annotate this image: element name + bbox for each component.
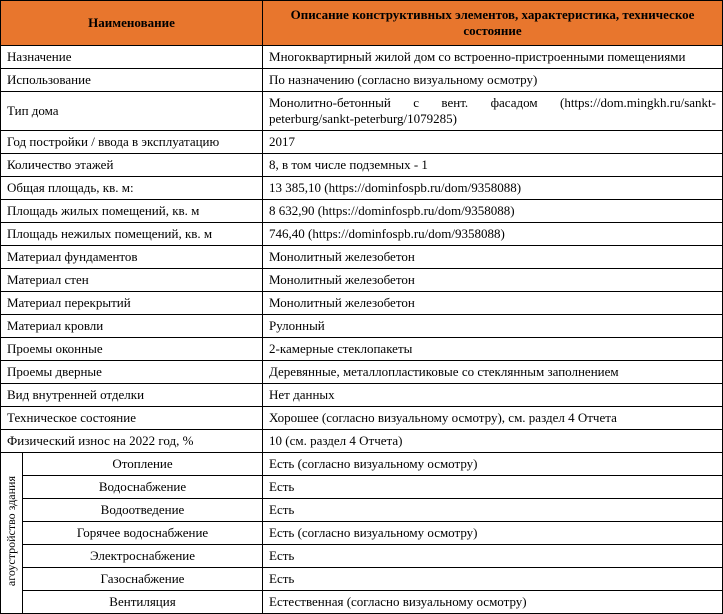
table-row: НазначениеМногоквартирный жилой дом со в… bbox=[1, 46, 723, 69]
table-row: Техническое состояниеХорошее (согласно в… bbox=[1, 407, 723, 430]
row-label: Отопление bbox=[23, 453, 263, 476]
row-value: Есть bbox=[263, 545, 723, 568]
row-label: Вентиляция bbox=[23, 591, 263, 614]
table-row: Материал перекрытийМонолитный железобето… bbox=[1, 292, 723, 315]
row-label: Проемы оконные bbox=[1, 338, 263, 361]
side-group-label-text: агоустройство здания bbox=[4, 476, 19, 586]
row-label: Материал перекрытий bbox=[1, 292, 263, 315]
row-value: Монолитно-бетонный с вент. фасадом (http… bbox=[263, 92, 723, 131]
table-row: Площадь нежилых помещений, кв. м746,40 (… bbox=[1, 223, 723, 246]
row-value: Есть (согласно визуальному осмотру) bbox=[263, 453, 723, 476]
table-row: агоустройство зданияОтоплениеЕсть (согла… bbox=[1, 453, 723, 476]
row-value: Естественная (согласно визуальному осмот… bbox=[263, 591, 723, 614]
table-row: Проемы оконные2-камерные стеклопакеты bbox=[1, 338, 723, 361]
row-label: Тип дома bbox=[1, 92, 263, 131]
row-label: Водоотведение bbox=[23, 499, 263, 522]
table-row: Материал кровлиРулонный bbox=[1, 315, 723, 338]
row-value: 2-камерные стеклопакеты bbox=[263, 338, 723, 361]
row-label: Физический износ на 2022 год, % bbox=[1, 430, 263, 453]
row-label: Вид внутренней отделки bbox=[1, 384, 263, 407]
row-value: 13 385,10 (https://dominfospb.ru/dom/935… bbox=[263, 177, 723, 200]
table-row: Физический износ на 2022 год, %10 (см. р… bbox=[1, 430, 723, 453]
row-value: 10 (см. раздел 4 Отчета) bbox=[263, 430, 723, 453]
row-value: Монолитный железобетон bbox=[263, 246, 723, 269]
row-value: Рулонный bbox=[263, 315, 723, 338]
table-row: ВодоснабжениеЕсть bbox=[1, 476, 723, 499]
row-label: Площадь нежилых помещений, кв. м bbox=[1, 223, 263, 246]
row-value: Многоквартирный жилой дом со встроенно-п… bbox=[263, 46, 723, 69]
header-col-name: Наименование bbox=[1, 1, 263, 46]
row-label: Горячее водоснабжение bbox=[23, 522, 263, 545]
row-value: 8, в том числе подземных - 1 bbox=[263, 154, 723, 177]
row-label: Площадь жилых помещений, кв. м bbox=[1, 200, 263, 223]
characteristics-table: Наименование Описание конструктивных эле… bbox=[0, 0, 723, 614]
row-value: Есть bbox=[263, 499, 723, 522]
row-label: Электроснабжение bbox=[23, 545, 263, 568]
row-value: Монолитный железобетон bbox=[263, 292, 723, 315]
header-col-desc: Описание конструктивных элементов, харак… bbox=[263, 1, 723, 46]
row-value: Деревянные, металлопластиковые со стекля… bbox=[263, 361, 723, 384]
row-label: Количество этажей bbox=[1, 154, 263, 177]
row-label: Газоснабжение bbox=[23, 568, 263, 591]
table-row: Год постройки / ввода в эксплуатацию2017 bbox=[1, 131, 723, 154]
row-value: Монолитный железобетон bbox=[263, 269, 723, 292]
row-value: 746,40 (https://dominfospb.ru/dom/935808… bbox=[263, 223, 723, 246]
row-value: Есть bbox=[263, 568, 723, 591]
row-value: 8 632,90 (https://dominfospb.ru/dom/9358… bbox=[263, 200, 723, 223]
table-row: Общая площадь, кв. м:13 385,10 (https://… bbox=[1, 177, 723, 200]
row-label: Общая площадь, кв. м: bbox=[1, 177, 263, 200]
row-label: Материал стен bbox=[1, 269, 263, 292]
row-label: Назначение bbox=[1, 46, 263, 69]
row-value: По назначению (согласно визуальному осмо… bbox=[263, 69, 723, 92]
table-row: Вид внутренней отделкиНет данных bbox=[1, 384, 723, 407]
row-value: Есть bbox=[263, 476, 723, 499]
table-row: ЭлектроснабжениеЕсть bbox=[1, 545, 723, 568]
row-value: Есть (согласно визуальному осмотру) bbox=[263, 522, 723, 545]
table-row: Материал фундаментовМонолитный железобет… bbox=[1, 246, 723, 269]
table-row: ГазоснабжениеЕсть bbox=[1, 568, 723, 591]
table-row: Проемы дверныеДеревянные, металлопластик… bbox=[1, 361, 723, 384]
table-row: ИспользованиеПо назначению (согласно виз… bbox=[1, 69, 723, 92]
table-row: Площадь жилых помещений, кв. м8 632,90 (… bbox=[1, 200, 723, 223]
row-label: Техническое состояние bbox=[1, 407, 263, 430]
side-group-label: агоустройство здания bbox=[1, 453, 23, 614]
table-row: ВентиляцияЕстественная (согласно визуаль… bbox=[1, 591, 723, 614]
row-label: Водоснабжение bbox=[23, 476, 263, 499]
row-label: Материал фундаментов bbox=[1, 246, 263, 269]
row-value: 2017 bbox=[263, 131, 723, 154]
row-value: Нет данных bbox=[263, 384, 723, 407]
table-row: Материал стен Монолитный железобетон bbox=[1, 269, 723, 292]
row-label: Материал кровли bbox=[1, 315, 263, 338]
table-row: Тип домаМонолитно-бетонный с вент. фасад… bbox=[1, 92, 723, 131]
row-label: Использование bbox=[1, 69, 263, 92]
table-row: ВодоотведениеЕсть bbox=[1, 499, 723, 522]
row-label: Проемы дверные bbox=[1, 361, 263, 384]
table-row: Количество этажей8, в том числе подземны… bbox=[1, 154, 723, 177]
table-header-row: Наименование Описание конструктивных эле… bbox=[1, 1, 723, 46]
row-value: Хорошее (согласно визуальному осмотру), … bbox=[263, 407, 723, 430]
row-label: Год постройки / ввода в эксплуатацию bbox=[1, 131, 263, 154]
table-row: Горячее водоснабжениеЕсть (согласно визу… bbox=[1, 522, 723, 545]
